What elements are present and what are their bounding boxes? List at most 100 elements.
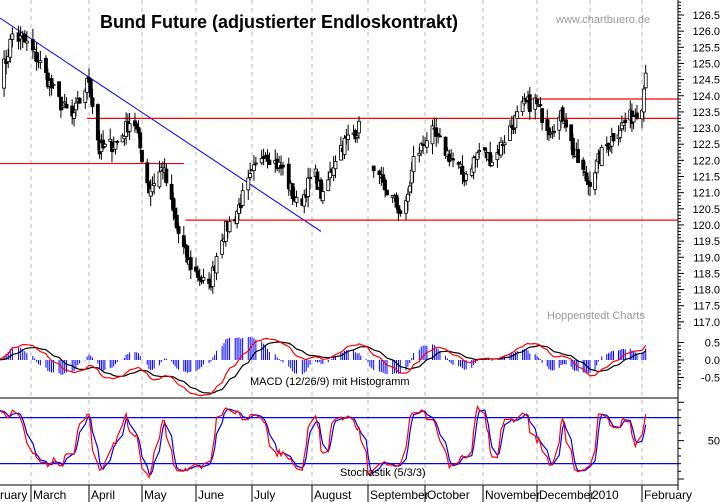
- candlestick: [136, 127, 141, 134]
- candlestick: [581, 159, 586, 170]
- price-tick-label: 118.5: [693, 268, 720, 280]
- candlestick: [261, 156, 266, 159]
- candlestick: [436, 133, 440, 136]
- candlestick: [599, 146, 604, 166]
- candlestick: [588, 181, 592, 187]
- candlestick: [145, 162, 150, 184]
- candlestick: [538, 104, 543, 106]
- candlesticks: [2, 25, 648, 294]
- month-label: 2010: [592, 488, 619, 502]
- candlestick: [248, 173, 253, 178]
- candlestick: [22, 33, 27, 43]
- candlestick: [540, 108, 545, 124]
- candlestick: [108, 138, 113, 142]
- candlestick: [44, 57, 48, 73]
- month-label: November: [485, 488, 540, 502]
- month-gridlines: [30, 0, 643, 485]
- watermark: www.chartbuero.de: [555, 14, 650, 26]
- macd-label: MACD (12/26/9) mit Histogramm: [250, 376, 410, 388]
- candlestick: [259, 158, 264, 164]
- candlestick: [164, 168, 169, 184]
- macd-line: [0, 337, 647, 397]
- candlestick: [611, 133, 616, 142]
- price-tick-label: 117.5: [693, 301, 720, 313]
- candlestick: [547, 127, 551, 136]
- candlestick: [417, 152, 422, 156]
- price-tick-label: 124.0: [692, 91, 720, 103]
- candlestick: [115, 140, 120, 143]
- candlestick: [560, 107, 565, 122]
- price-tick-label: 122.0: [692, 155, 720, 167]
- candlestick: [477, 150, 482, 153]
- candlestick: [451, 158, 455, 161]
- candlestick: [103, 143, 107, 147]
- month-label: September: [370, 488, 429, 502]
- candlestick: [157, 171, 162, 188]
- candlestick: [355, 135, 360, 138]
- candlestick: [320, 191, 325, 202]
- candlestick: [593, 172, 597, 190]
- candlestick: [333, 161, 338, 170]
- price-tick-label: 123.0: [692, 123, 720, 135]
- candlestick: [571, 137, 575, 156]
- candlestick: [57, 81, 61, 97]
- candlestick: [10, 33, 15, 40]
- candlestick: [51, 84, 56, 86]
- candlestick: [72, 112, 76, 119]
- month-label: June: [198, 488, 224, 502]
- candlestick: [64, 103, 69, 109]
- price-tick-label: 119.5: [693, 236, 720, 248]
- price-overlay-lines: [0, 17, 678, 232]
- candlestick: [631, 116, 636, 123]
- trendline: [0, 17, 322, 232]
- price-tick-label: 123.5: [692, 107, 720, 119]
- candlestick: [60, 105, 65, 108]
- candlestick: [88, 79, 93, 98]
- candlestick: [6, 55, 11, 63]
- month-label: August: [314, 488, 352, 502]
- macd-tick-label: 0.0: [705, 355, 720, 367]
- price-tick-label: 122.5: [692, 139, 720, 151]
- candlestick: [346, 134, 351, 140]
- candlestick: [326, 179, 331, 192]
- month-label: October: [427, 488, 470, 502]
- candlestick: [30, 39, 35, 51]
- stochastic-d-line: [0, 408, 647, 476]
- candlestick: [564, 119, 568, 128]
- candlestick: [434, 127, 439, 137]
- price-tick-label: 117.0: [693, 317, 720, 329]
- candlestick: [240, 190, 245, 206]
- candlestick: [471, 157, 476, 173]
- source-label: Hoppenstedt Charts: [547, 310, 645, 322]
- candlestick: [74, 102, 78, 111]
- price-tick-label: 121.5: [692, 172, 720, 184]
- candlestick: [371, 165, 376, 172]
- candlestick: [424, 140, 429, 148]
- candlestick: [582, 170, 587, 173]
- candlestick: [342, 137, 347, 155]
- candlestick: [113, 141, 118, 150]
- candlestick: [398, 210, 403, 214]
- candlestick: [447, 153, 452, 163]
- candlestick: [464, 173, 469, 181]
- candlestick: [214, 256, 219, 274]
- candlestick: [357, 120, 361, 134]
- price-tick-label: 126.0: [692, 26, 720, 38]
- price-tick-label: 125.0: [692, 58, 720, 70]
- price-tick-label: 126.5: [692, 10, 720, 22]
- candlestick: [152, 183, 157, 187]
- month-label: December: [539, 488, 594, 502]
- candlestick: [404, 200, 408, 214]
- candlestick: [110, 141, 114, 153]
- candlestick: [308, 177, 312, 179]
- candlestick: [385, 189, 389, 196]
- candlestick: [8, 38, 13, 58]
- stochastic-label: Stochastik (5/3/3): [340, 467, 426, 479]
- candlestick: [405, 193, 410, 202]
- stochastic-panel: [0, 404, 678, 479]
- candlestick: [169, 184, 174, 200]
- candlestick: [127, 123, 132, 132]
- price-tick-label: 118.0: [693, 285, 720, 297]
- price-tick-label: 119.0: [693, 252, 720, 264]
